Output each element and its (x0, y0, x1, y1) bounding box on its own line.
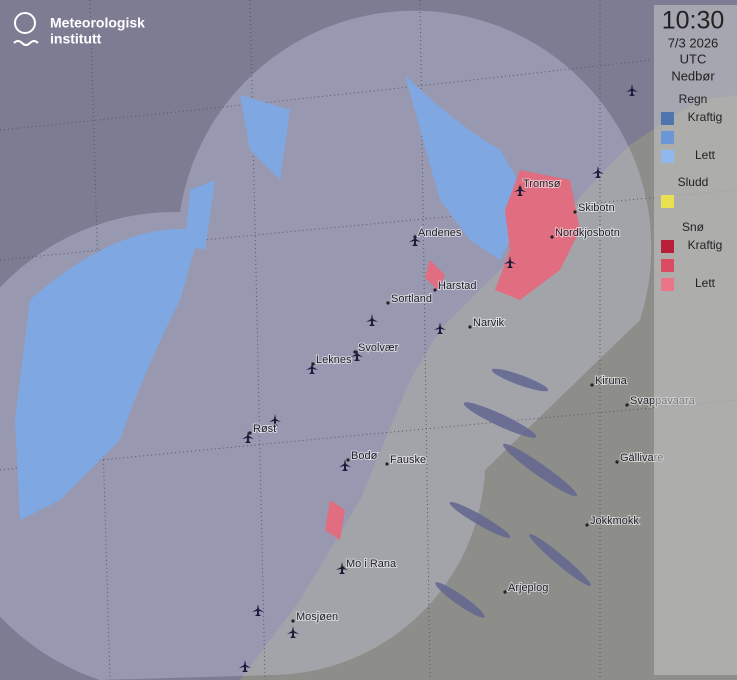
place-dot (590, 383, 594, 387)
place-dot (385, 462, 389, 466)
legend-swatch (661, 112, 674, 125)
airport-icon (351, 349, 363, 361)
legend-swatch (661, 259, 674, 272)
place-label: Jokkmokk (590, 515, 639, 527)
legend-title: Nedbør (671, 68, 715, 83)
legend: 10:30 7/3 2026 UTC Nedbør Regn Kraftig Let… (654, 5, 737, 675)
place-label: Tromsø (523, 178, 561, 190)
legend-label: Lett (695, 276, 716, 290)
logo-text: institutt (50, 31, 102, 47)
place-dot (386, 301, 390, 305)
place-dot (353, 350, 357, 354)
place-label: Bodø (351, 450, 378, 462)
place-label: Gällivare (620, 452, 663, 464)
rain (15, 75, 530, 520)
legend-swatch (661, 195, 674, 208)
airport-icon (339, 459, 351, 471)
place-dot (503, 590, 507, 594)
snow (325, 170, 580, 540)
place-dot (346, 458, 350, 462)
place-dot (625, 403, 629, 407)
place-dot (585, 523, 589, 527)
place-dot (311, 362, 315, 366)
airport-icon (239, 660, 251, 672)
place-dot (413, 235, 417, 239)
place-dot (615, 460, 619, 464)
place-dot (468, 325, 472, 329)
place-label: Røst (253, 423, 276, 435)
legend-swatch (661, 278, 674, 291)
place-dot (550, 235, 554, 239)
place-label: Mo i Rana (346, 558, 397, 570)
timezone: UTC (680, 51, 707, 66)
airport-icon (409, 234, 421, 246)
airport-icon (252, 604, 264, 616)
airport-icon (626, 84, 638, 96)
airport-icon (242, 431, 254, 443)
legend-group: Regn (679, 92, 708, 106)
places: Tromsø Skibotn Nordkjosbotn Andenes Harstad S… (248, 177, 697, 624)
airport-icon (434, 322, 446, 334)
legend-label: Kraftig (688, 110, 723, 124)
airport-icon (514, 184, 526, 196)
place-label: Harstad (438, 280, 477, 292)
legend-label: Kraftig (688, 238, 723, 252)
place-label: Sortland (391, 293, 432, 305)
legend-group: Snø (682, 220, 705, 234)
place-label: Arjeplog (508, 582, 548, 594)
airport-icon (269, 414, 281, 426)
lakes (435, 368, 591, 618)
legend-swatch (661, 150, 674, 163)
place-label: Leknes (316, 354, 352, 366)
place-dot (518, 186, 522, 190)
place-dot (341, 566, 345, 570)
legend-swatch (661, 131, 674, 144)
place-label: Skibotn (578, 202, 615, 214)
place-dot (573, 210, 577, 214)
logo: Meteorologisk institutt (13, 12, 145, 47)
place-dot (248, 431, 252, 435)
date: 7/3 2026 (668, 35, 719, 50)
place-dot (433, 288, 437, 292)
place-dot (291, 619, 295, 623)
legend-label: Lett (695, 148, 716, 162)
place-label: Narvik (473, 317, 505, 329)
legend-group: Sludd (678, 175, 709, 189)
airport-icon (504, 256, 516, 268)
place-label: Nordkjosbotn (555, 227, 620, 239)
airport-icon (366, 314, 378, 326)
time: 10:30 (662, 7, 725, 35)
place-label: Kiruna (595, 375, 628, 387)
airport-icon (306, 362, 318, 374)
land (240, 95, 737, 680)
logo-text: Meteorologisk (50, 15, 145, 31)
airport-icon (592, 166, 604, 178)
place-label: Svolvær (358, 342, 399, 354)
place-label: Mosjøen (296, 611, 338, 623)
legend-swatch (661, 240, 674, 253)
place-label: Fauske (390, 454, 426, 466)
airport-icon (287, 626, 299, 638)
place-label: Andenes (418, 227, 462, 239)
